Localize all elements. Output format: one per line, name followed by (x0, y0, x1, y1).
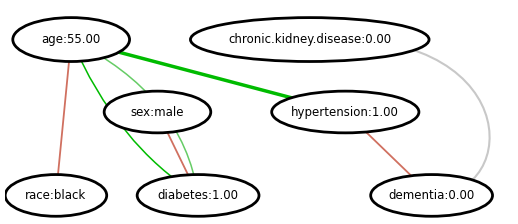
Text: dementia:0.00: dementia:0.00 (388, 189, 474, 202)
Ellipse shape (191, 18, 429, 62)
Ellipse shape (104, 91, 211, 133)
Text: diabetes:1.00: diabetes:1.00 (157, 189, 239, 202)
Ellipse shape (13, 18, 130, 62)
Text: hypertension:1.00: hypertension:1.00 (291, 106, 399, 118)
Text: sex:male: sex:male (131, 106, 184, 118)
Text: chronic.kidney.disease:0.00: chronic.kidney.disease:0.00 (228, 33, 391, 46)
Ellipse shape (371, 174, 493, 216)
Ellipse shape (272, 91, 419, 133)
Text: race:black: race:black (25, 189, 87, 202)
Text: age:55.00: age:55.00 (41, 33, 101, 46)
Ellipse shape (137, 174, 259, 216)
Ellipse shape (5, 174, 107, 216)
